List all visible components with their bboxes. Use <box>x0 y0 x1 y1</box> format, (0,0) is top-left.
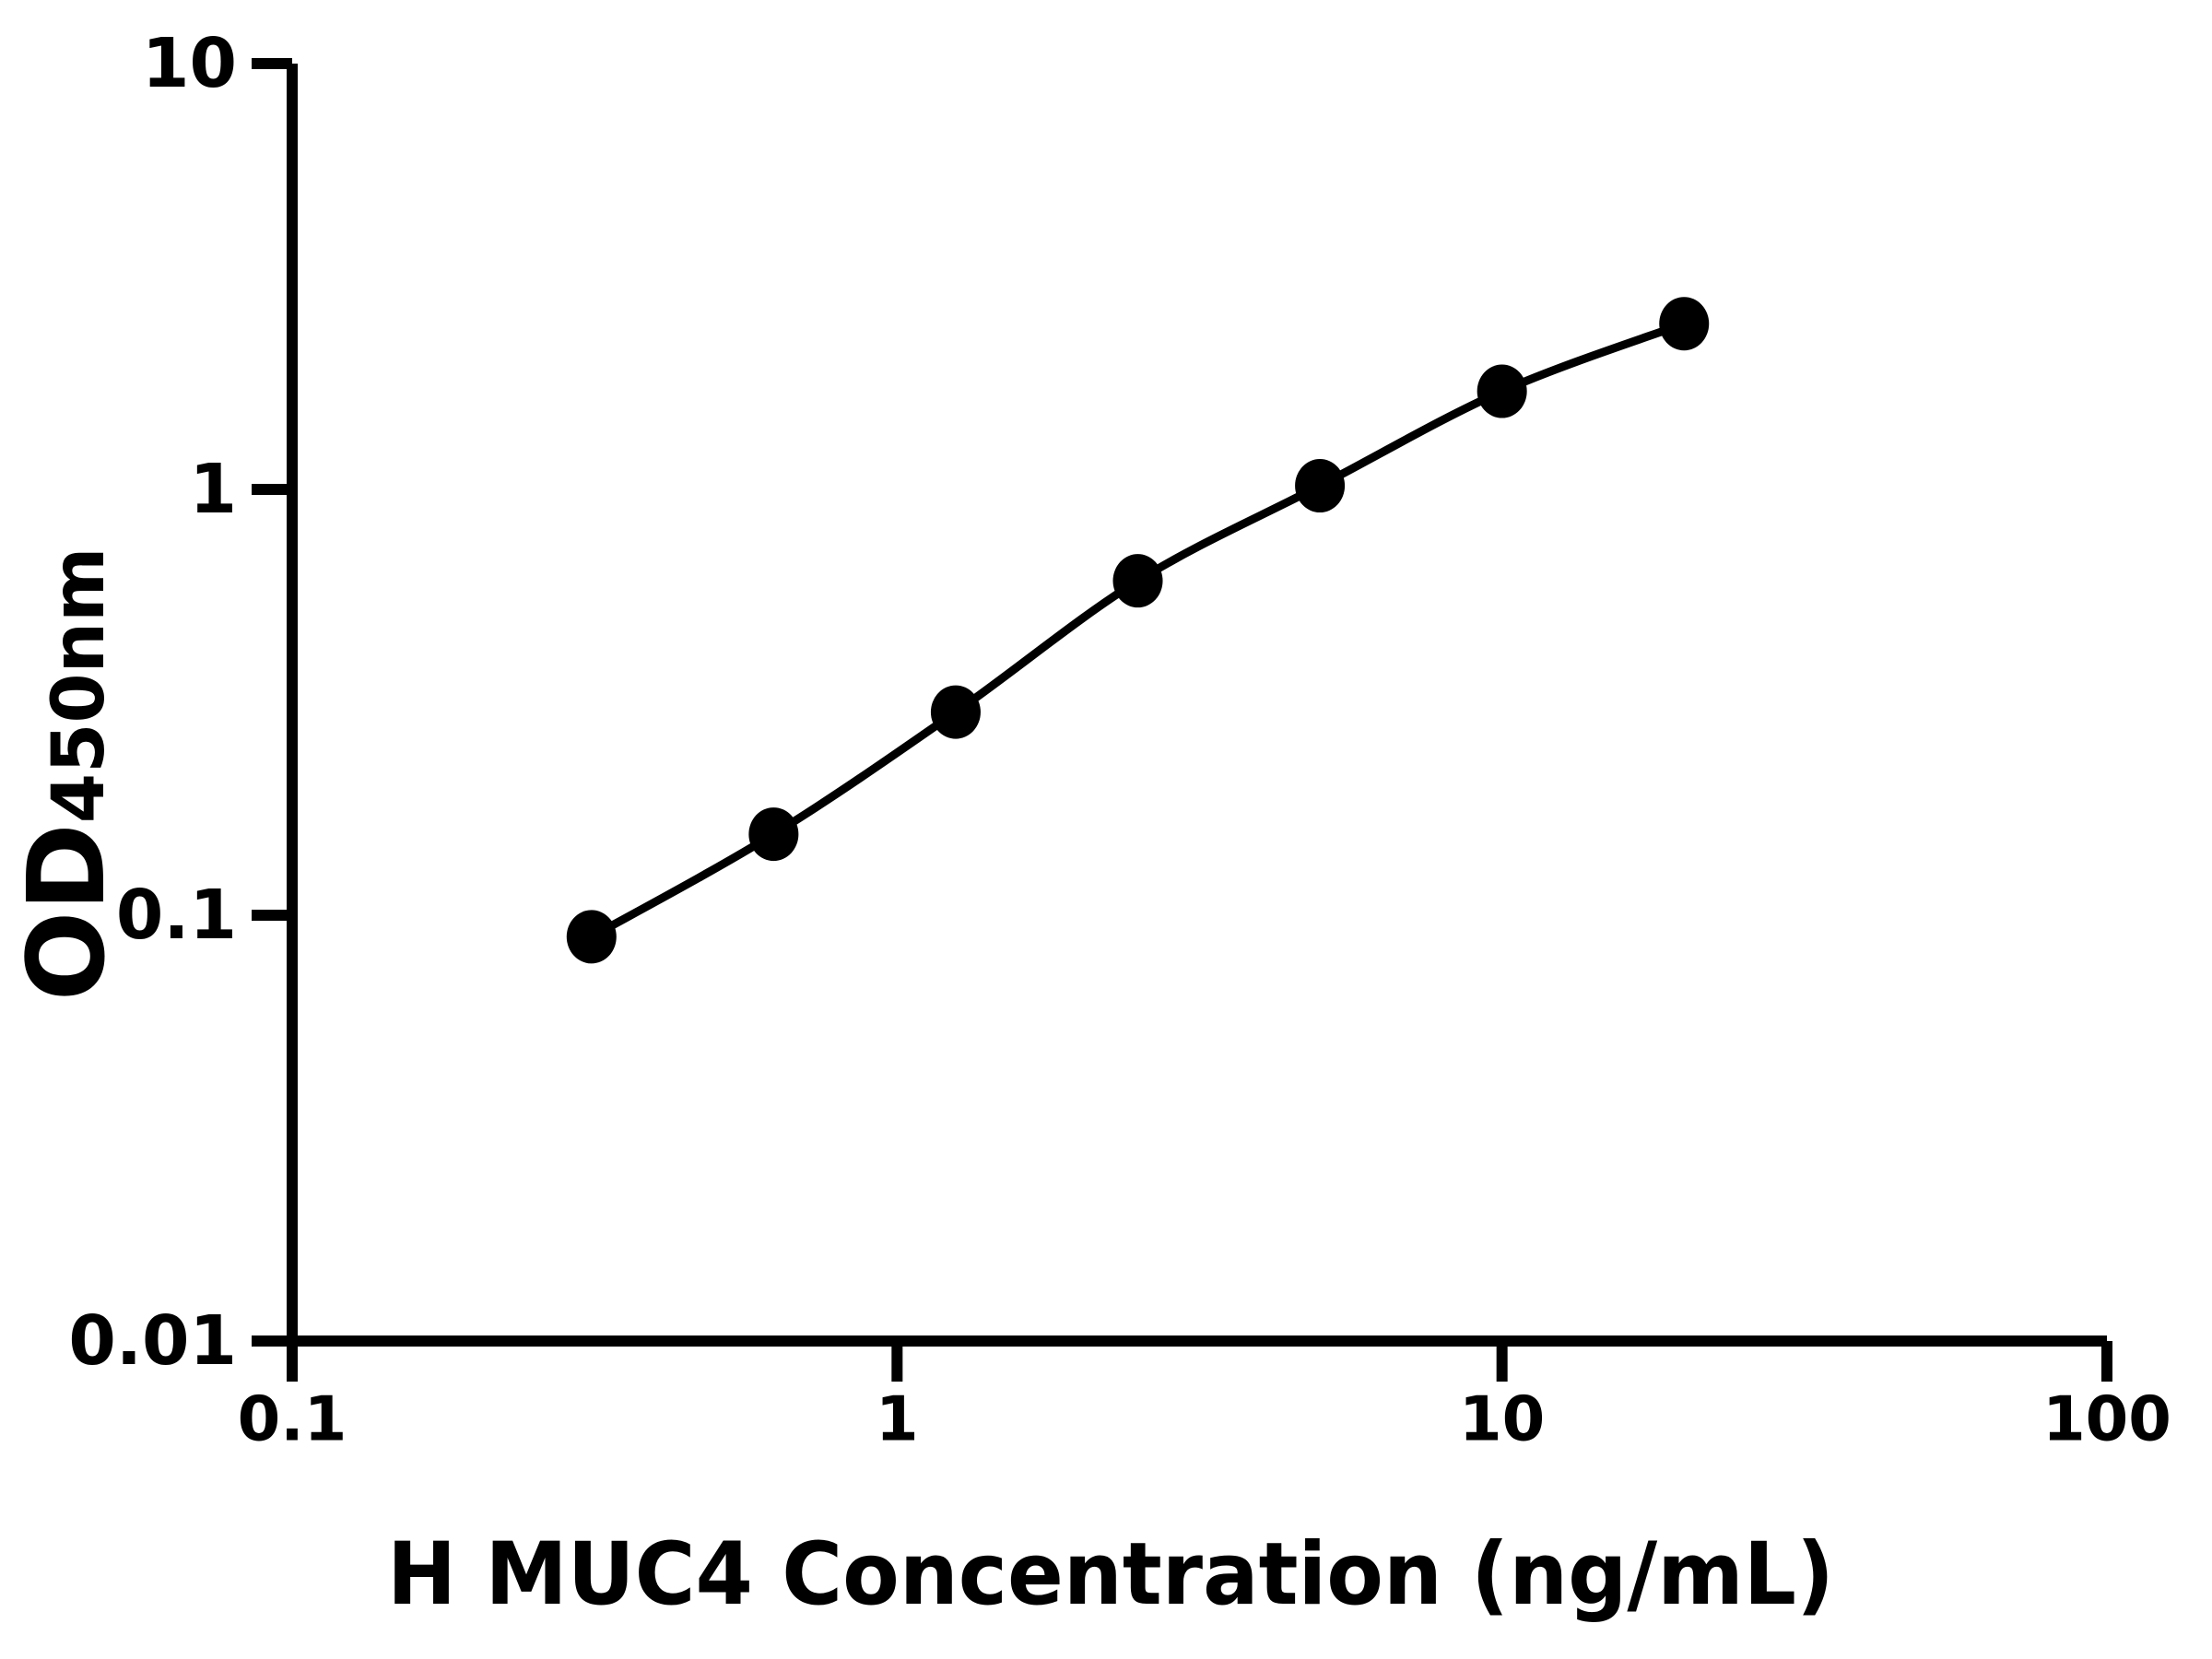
data-point-marker <box>1659 297 1710 351</box>
data-point-marker <box>1112 554 1163 608</box>
x-tick-label: 100 <box>2042 1383 2171 1455</box>
y-axis-title: OD450nm <box>6 547 129 1002</box>
x-axis-title: H MUC4 Concentration (ng/mL) <box>387 1524 1834 1625</box>
axis-ticks <box>252 58 2112 1382</box>
data-point-marker <box>1295 459 1346 513</box>
data-point-marker <box>1477 364 1527 418</box>
data-point-marker <box>748 807 799 862</box>
data-point-marker <box>566 910 617 964</box>
y-tick-label: 1 <box>190 450 238 529</box>
axis-frame <box>287 64 2107 1347</box>
y-tick-label: 0.1 <box>116 876 237 955</box>
x-tick-label: 0.1 <box>238 1383 347 1455</box>
y-tick-label: 10 <box>142 24 237 103</box>
x-tick-label: 10 <box>1459 1383 1545 1455</box>
y-tick-label: 0.01 <box>68 1301 237 1381</box>
data-point-marker <box>930 685 981 739</box>
y-axis-title-subscript: 450nm <box>38 547 121 824</box>
axes <box>287 64 2107 1347</box>
x-tick-label: 1 <box>876 1383 919 1455</box>
data-series <box>566 297 1710 964</box>
y-axis-title-main: OD <box>6 823 129 1001</box>
